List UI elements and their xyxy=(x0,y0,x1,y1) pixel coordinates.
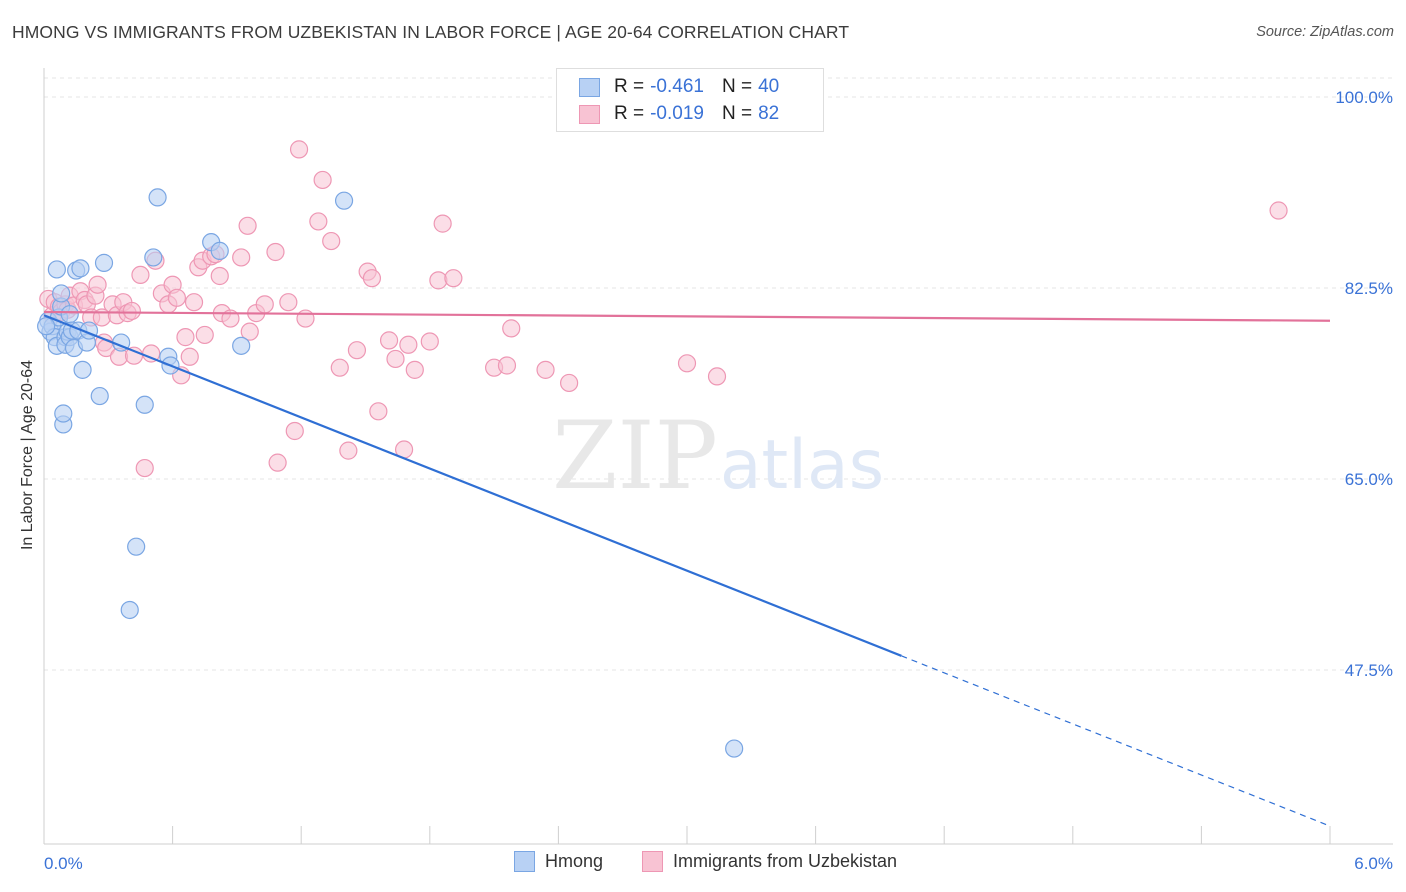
hmong-point xyxy=(120,600,139,620)
legend-n-value: 82 xyxy=(758,103,780,124)
hmong-swatch xyxy=(579,77,600,97)
uzbek-point xyxy=(210,266,229,286)
hmong-point xyxy=(725,739,744,758)
hmong-trend-line xyxy=(43,314,902,657)
uzbek-point xyxy=(122,301,141,321)
hmong-point xyxy=(135,395,154,414)
y-tick-label: 82.5% xyxy=(1345,279,1393,298)
uzbek-point xyxy=(429,271,448,290)
uzbek-point xyxy=(536,360,555,379)
uzbek-point xyxy=(322,231,341,251)
y-tick-label: 65.0% xyxy=(1345,470,1393,489)
hmong-point xyxy=(47,260,66,279)
uzbek-point xyxy=(707,367,727,386)
legend-r-value: -0.019 xyxy=(650,103,704,124)
uzbek-point xyxy=(289,140,309,159)
uzbek-point xyxy=(386,349,405,369)
legend-r-label: R = xyxy=(614,76,645,97)
axes xyxy=(43,68,1393,845)
hmong-point xyxy=(73,360,92,379)
legend-r-label: R = xyxy=(614,103,645,124)
uzbek-point xyxy=(1269,201,1288,220)
uzbek-point xyxy=(240,322,259,341)
uzbek-point xyxy=(167,288,186,307)
uzbek-point xyxy=(238,216,257,235)
uzbek-point xyxy=(135,458,154,478)
hmong-point xyxy=(144,248,163,267)
watermark-atlas: atlas xyxy=(720,426,884,505)
hmong-point xyxy=(37,317,56,336)
x-tick-label: 6.0% xyxy=(1354,854,1393,873)
uzbek-point xyxy=(279,293,298,312)
hmong-point xyxy=(232,336,251,355)
uzbek-point xyxy=(176,328,195,347)
hmong-point xyxy=(71,259,90,278)
hmong-point xyxy=(148,188,167,207)
hmong-point xyxy=(210,241,229,260)
tick-labels: 100.0% 82.5% 65.0% 47.5% 0.0% 6.0% xyxy=(44,88,1393,873)
uzbek-point xyxy=(330,358,349,377)
hmong-point xyxy=(52,284,71,303)
source-credit: Source: ZipAtlas.com xyxy=(1256,24,1394,40)
uzbek-swatch xyxy=(579,104,600,124)
uzbek-point xyxy=(560,373,579,393)
legend-n-value: 40 xyxy=(758,76,780,97)
uzbek-point xyxy=(131,265,150,285)
uzbek-point xyxy=(268,453,287,472)
legend-n-label: N = xyxy=(721,76,753,97)
uzbek-point xyxy=(232,248,251,267)
hmong-point xyxy=(334,191,354,210)
chart-title: HMONG VS IMMIGRANTS FROM UZBEKISTAN IN L… xyxy=(12,22,850,42)
uzbek-point xyxy=(180,347,199,366)
uzbek-trend-line xyxy=(43,310,1331,322)
y-tick-label: 47.5% xyxy=(1345,661,1393,680)
uzbek-point xyxy=(362,269,382,288)
uzbek-point xyxy=(339,441,358,460)
legend-row-uzbek: R = -0.019 N = 82 xyxy=(579,101,779,127)
watermark: ZIP atlas xyxy=(552,402,884,511)
uzbek-point xyxy=(296,309,315,328)
bottom-legend-uzbek: Immigrants from Uzbekistan xyxy=(642,851,897,872)
uzbek-legend-swatch xyxy=(642,851,663,872)
uzbek-point xyxy=(88,275,107,294)
hmong-legend-label: Hmong xyxy=(545,851,604,871)
uzbek-point xyxy=(369,402,388,421)
y-tick-label: 100.0% xyxy=(1335,88,1393,107)
x-tick-label: 0.0% xyxy=(44,854,83,873)
hmong-points xyxy=(37,188,744,758)
uzbek-point xyxy=(347,341,367,360)
uzbek-legend-label: Immigrants from Uzbekistan xyxy=(673,851,898,871)
uzbek-point xyxy=(379,331,399,350)
uzbek-point xyxy=(266,242,285,262)
uzbek-point xyxy=(255,295,274,314)
uzbek-point xyxy=(309,212,328,231)
uzbek-point xyxy=(444,269,463,288)
uzbek-point xyxy=(405,360,424,379)
uzbek-point xyxy=(502,319,521,338)
uzbek-point xyxy=(677,354,697,373)
uzbek-point xyxy=(195,325,214,345)
trend-lines xyxy=(43,310,1331,827)
uzbek-point xyxy=(420,332,439,351)
uzbek-point xyxy=(184,293,204,312)
watermark-zip: ZIP xyxy=(552,402,718,511)
hmong-legend-swatch xyxy=(514,851,535,872)
hmong-point xyxy=(127,537,146,556)
uzbek-point xyxy=(497,356,517,375)
hmong-point xyxy=(54,404,73,423)
legend-row-hmong: R = -0.461 N = 40 xyxy=(579,74,779,100)
correlation-legend: R = -0.461 N = 40 R = -0.019 N = 82 xyxy=(556,68,824,132)
uzbek-point xyxy=(285,421,304,441)
legend-n-label: N = xyxy=(721,103,753,124)
hmong-point xyxy=(60,305,79,324)
hmong-point xyxy=(90,386,109,406)
legend-r-value: -0.461 xyxy=(650,76,704,97)
bottom-legend-hmong: Hmong xyxy=(514,851,603,872)
hmong-trend-extension xyxy=(901,655,1331,827)
uzbek-point xyxy=(433,214,452,233)
uzbek-point xyxy=(399,335,418,354)
hmong-point xyxy=(94,253,114,272)
uzbek-point xyxy=(313,170,332,190)
